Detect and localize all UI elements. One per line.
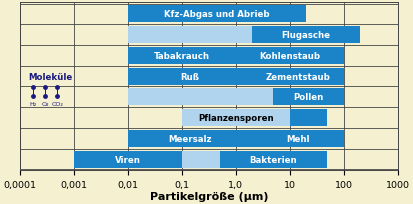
Bar bbox=[128, 48, 236, 64]
Text: CO₂: CO₂ bbox=[51, 101, 63, 106]
Bar bbox=[128, 68, 252, 85]
Text: Flugasche: Flugasche bbox=[281, 31, 330, 40]
Text: Pollen: Pollen bbox=[293, 93, 324, 102]
Bar bbox=[252, 68, 344, 85]
Bar bbox=[128, 27, 252, 44]
Text: H₂: H₂ bbox=[30, 101, 37, 106]
Text: Pflanzensporen: Pflanzensporen bbox=[198, 113, 273, 122]
Bar bbox=[128, 89, 273, 106]
Bar bbox=[182, 110, 290, 126]
Bar bbox=[220, 151, 328, 168]
Text: Kohlenstaub: Kohlenstaub bbox=[259, 52, 320, 61]
Bar bbox=[273, 89, 344, 106]
Bar bbox=[252, 130, 344, 147]
Text: Viren: Viren bbox=[115, 155, 141, 164]
Text: Mehl: Mehl bbox=[286, 134, 309, 143]
Bar bbox=[128, 130, 252, 147]
Bar bbox=[290, 110, 328, 126]
Bar bbox=[252, 27, 360, 44]
Text: Moleküle: Moleküle bbox=[28, 72, 72, 81]
Text: Zementstaub: Zementstaub bbox=[265, 72, 330, 81]
Bar bbox=[236, 48, 344, 64]
Text: Meersalz: Meersalz bbox=[168, 134, 211, 143]
Bar bbox=[74, 151, 182, 168]
Text: O₂: O₂ bbox=[42, 101, 49, 106]
Bar bbox=[128, 6, 306, 23]
X-axis label: Partikelgröße (μm): Partikelgröße (μm) bbox=[150, 191, 268, 201]
Bar bbox=[182, 151, 220, 168]
Text: Tabakrauch: Tabakrauch bbox=[154, 52, 210, 61]
Text: Bakterien: Bakterien bbox=[250, 155, 297, 164]
Text: Kfz-Abgas und Abrieb: Kfz-Abgas und Abrieb bbox=[164, 10, 270, 19]
Text: Ruß: Ruß bbox=[180, 72, 199, 81]
